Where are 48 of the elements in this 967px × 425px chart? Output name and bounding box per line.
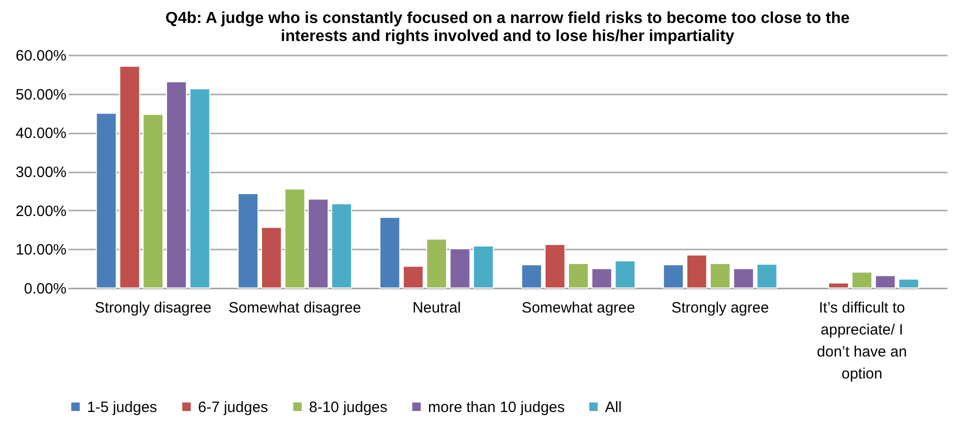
bar <box>331 203 352 288</box>
bar <box>142 114 164 288</box>
bar <box>568 263 589 288</box>
bar <box>166 81 187 288</box>
y-tick-label: 0.00% <box>24 280 66 298</box>
chart-title: Q4b: A judge who is constantly focused on a narrow field risks to become too close to the interests and rights involved and to lose his/her impartiality <box>165 10 850 45</box>
bar <box>238 193 259 288</box>
bar <box>898 278 920 288</box>
bar <box>189 88 210 288</box>
bar <box>710 263 731 288</box>
legend-label: more than 10 judges <box>428 398 565 416</box>
bar <box>851 272 872 288</box>
bar <box>591 268 612 288</box>
legend-label: 8-10 judges <box>309 398 388 416</box>
y-tick-label: 20.00% <box>16 202 66 220</box>
bar <box>119 66 140 288</box>
bar <box>544 244 566 288</box>
bar <box>379 216 400 288</box>
y-tick-label: 40.00% <box>16 125 66 142</box>
bar <box>426 238 448 288</box>
y-tick-label: 10.00% <box>16 242 66 259</box>
legend-label: 6-7 judges <box>198 398 268 416</box>
y-tick-label: 50.00% <box>16 86 66 104</box>
y-tick-label: 30.00% <box>16 164 66 181</box>
x-tick-label: Neutral <box>412 300 461 316</box>
x-tick-label: Strongly agree <box>671 300 769 316</box>
bar <box>261 226 282 288</box>
x-tick-label: Somewhat disagree <box>228 300 362 316</box>
bar <box>662 264 684 288</box>
y-tick-label: 60.00% <box>16 48 66 64</box>
legend-label: All <box>605 398 622 416</box>
x-tick-label: It’s difficult to appreciate/ I don’t have an option <box>816 300 907 382</box>
bar <box>874 275 896 288</box>
bar <box>521 264 542 288</box>
x-tick-label: Somewhat agree <box>522 300 636 316</box>
bar <box>450 248 470 288</box>
legend-label: 1-5 judges <box>87 398 158 416</box>
bar <box>828 282 849 288</box>
bar <box>96 112 117 288</box>
bar <box>686 254 708 288</box>
bar <box>308 198 329 288</box>
bar <box>733 268 754 288</box>
bar <box>402 266 424 288</box>
bar <box>614 260 636 288</box>
x-tick-label: Strongly disagree <box>94 300 212 316</box>
bar <box>472 246 494 288</box>
bar <box>284 188 306 288</box>
bar <box>756 264 778 288</box>
